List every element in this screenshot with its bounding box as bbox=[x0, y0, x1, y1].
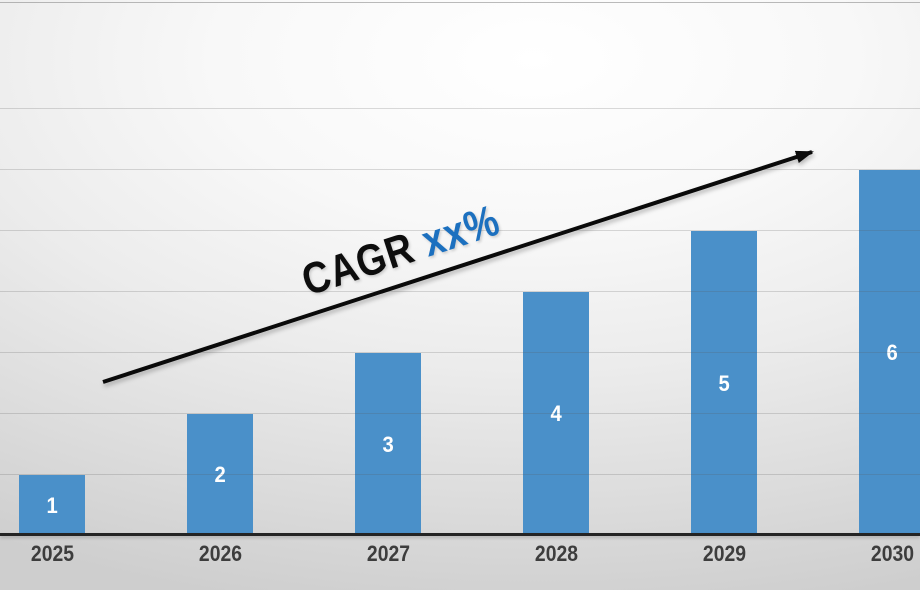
bar-2025: 1 bbox=[19, 475, 85, 536]
x-tick-label: 2025 bbox=[30, 541, 74, 566]
x-axis-line bbox=[0, 533, 920, 536]
x-tick-label: 2030 bbox=[870, 541, 914, 566]
x-tick-label: 2027 bbox=[366, 541, 410, 566]
bar-value-label: 3 bbox=[382, 431, 394, 457]
top-border-line bbox=[0, 2, 920, 3]
gridline-y5 bbox=[0, 230, 920, 231]
gridline-y2 bbox=[0, 413, 920, 414]
x-tick-2028: 2028 bbox=[496, 543, 616, 565]
bar-value-label: 6 bbox=[886, 340, 898, 365]
x-tick-2026: 2026 bbox=[160, 543, 280, 565]
x-tick-2030: 2030 bbox=[832, 543, 920, 565]
bar-value-label: 2 bbox=[214, 462, 226, 487]
gridline-y3 bbox=[0, 352, 920, 353]
x-tick-2025: 2025 bbox=[0, 543, 112, 565]
x-tick-label: 2028 bbox=[534, 541, 578, 566]
bar-2028: 4 bbox=[523, 292, 589, 536]
bar-2029: 5 bbox=[691, 231, 757, 536]
bar-2027: 3 bbox=[355, 353, 421, 536]
bar-value-label: 4 bbox=[550, 401, 562, 426]
bar-2030: 6 bbox=[859, 170, 920, 536]
x-tick-2027: 2027 bbox=[328, 543, 448, 565]
bar-value-label: 5 bbox=[718, 370, 730, 396]
x-tick-label: 2026 bbox=[198, 541, 242, 566]
gridline-y1 bbox=[0, 474, 920, 475]
gridline-y4 bbox=[0, 291, 920, 292]
gridline-y7 bbox=[0, 108, 920, 109]
bar-2026: 2 bbox=[187, 414, 253, 536]
bar-value-label: 1 bbox=[46, 492, 58, 518]
x-tick-2029: 2029 bbox=[664, 543, 784, 565]
x-tick-label: 2029 bbox=[702, 541, 746, 566]
gridline-y6 bbox=[0, 169, 920, 170]
trend-arrow-line bbox=[102, 150, 814, 384]
